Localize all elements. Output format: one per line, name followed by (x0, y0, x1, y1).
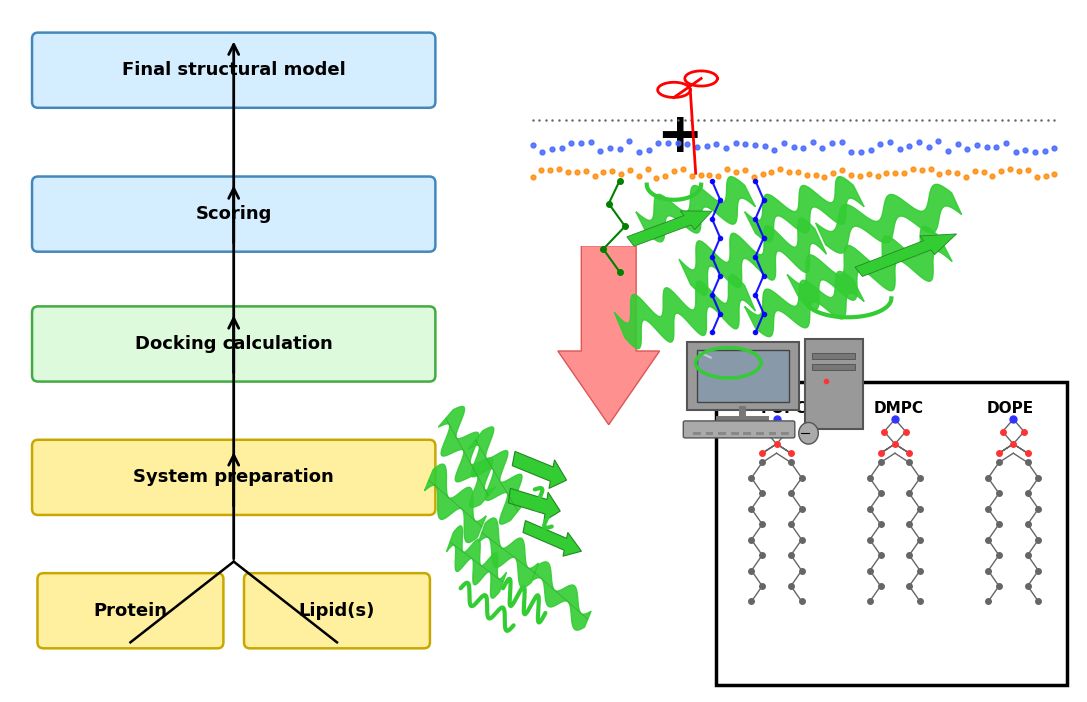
Text: DOPE: DOPE (986, 401, 1034, 416)
FancyBboxPatch shape (697, 350, 789, 402)
Text: Final structural model: Final structural model (122, 61, 346, 79)
Polygon shape (855, 234, 957, 277)
FancyBboxPatch shape (37, 573, 224, 649)
Ellipse shape (799, 423, 819, 444)
Polygon shape (447, 526, 507, 598)
Polygon shape (627, 211, 712, 246)
FancyBboxPatch shape (243, 573, 430, 649)
Text: DMPC: DMPC (874, 401, 924, 416)
Polygon shape (478, 518, 538, 588)
Polygon shape (745, 272, 864, 337)
Bar (782, 432, 789, 435)
Polygon shape (512, 451, 566, 489)
Text: Protein: Protein (93, 602, 167, 620)
Text: +: + (657, 110, 702, 164)
Polygon shape (424, 464, 486, 543)
FancyBboxPatch shape (32, 32, 436, 108)
Polygon shape (679, 218, 826, 296)
FancyBboxPatch shape (32, 176, 436, 252)
Polygon shape (614, 274, 755, 349)
Bar (744, 432, 751, 435)
Polygon shape (745, 177, 864, 242)
Text: Lipid(s): Lipid(s) (299, 602, 375, 620)
FancyBboxPatch shape (715, 382, 1067, 685)
Polygon shape (636, 177, 755, 242)
Bar (769, 432, 776, 435)
Text: System preparation: System preparation (134, 468, 334, 486)
Bar (719, 432, 726, 435)
Bar (755, 432, 764, 435)
Bar (812, 353, 855, 359)
Polygon shape (509, 489, 560, 522)
FancyBboxPatch shape (804, 339, 863, 429)
Polygon shape (523, 521, 582, 556)
Text: Docking calculation: Docking calculation (135, 335, 333, 353)
Bar (694, 432, 701, 435)
FancyArrow shape (558, 246, 660, 425)
Polygon shape (438, 406, 496, 508)
Text: POPC: POPC (761, 401, 807, 416)
Polygon shape (468, 427, 525, 524)
Bar (730, 432, 739, 435)
FancyBboxPatch shape (684, 421, 795, 438)
FancyBboxPatch shape (32, 306, 436, 382)
Bar (705, 432, 713, 435)
FancyBboxPatch shape (687, 342, 799, 410)
FancyBboxPatch shape (32, 439, 436, 515)
Bar (812, 364, 855, 370)
Polygon shape (787, 226, 952, 310)
Polygon shape (815, 185, 962, 253)
Text: Scoring: Scoring (196, 205, 272, 223)
Polygon shape (532, 562, 591, 630)
